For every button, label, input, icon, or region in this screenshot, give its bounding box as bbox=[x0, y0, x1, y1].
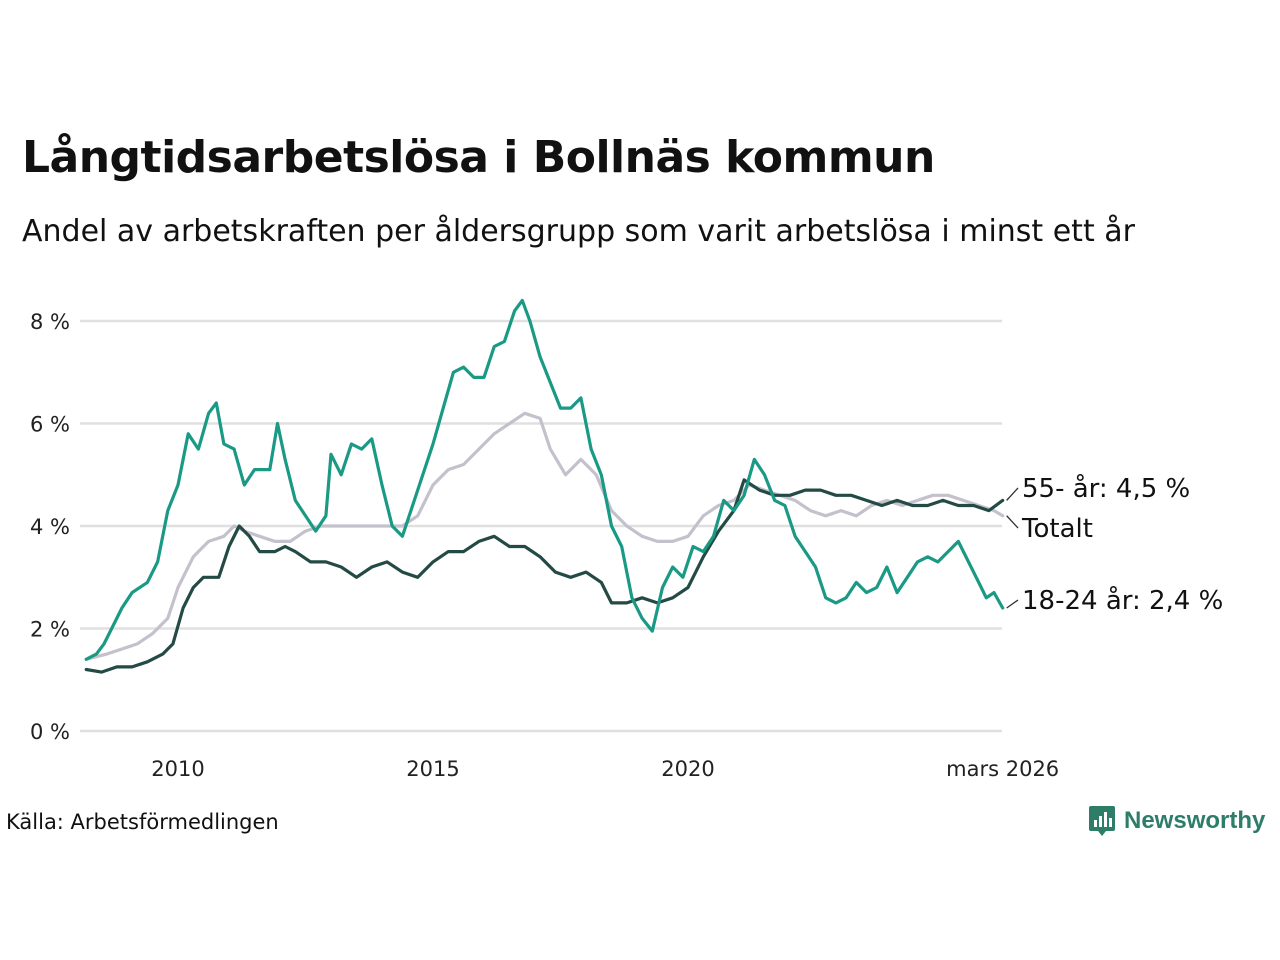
brand-logo[interactable]: Newsworthy bbox=[1088, 804, 1265, 838]
label-leader-line bbox=[1006, 487, 1019, 501]
newsworthy-logo-icon bbox=[1089, 806, 1115, 836]
y-tick-label: 0 % bbox=[30, 720, 70, 744]
label-leader-line bbox=[1006, 599, 1019, 609]
series-line-55-r bbox=[84, 478, 1005, 674]
source-note: Källa: Arbetsförmedlingen bbox=[6, 810, 279, 834]
label-leader-line bbox=[1006, 515, 1019, 529]
brand-name: Newsworthy bbox=[1124, 807, 1266, 834]
x-tick-label: mars 2026 bbox=[946, 757, 1059, 781]
x-tick-label: 2015 bbox=[406, 757, 459, 781]
y-axis-ticks: 0 % 2 % 4 % 6 % 8 % bbox=[30, 310, 70, 744]
series-line-totalt bbox=[84, 411, 1005, 661]
end-labels: Totalt 55- år: 4,5 % 18-24 år: 2,4 % bbox=[1006, 473, 1223, 616]
x-tick-label: 2010 bbox=[151, 757, 204, 781]
end-label: 18-24 år: 2,4 % bbox=[1022, 585, 1223, 616]
end-label: Totalt bbox=[1021, 514, 1093, 544]
series-lines bbox=[84, 298, 1005, 674]
gridlines bbox=[80, 319, 1002, 733]
x-axis-ticks: 2010 2015 2020 mars 2026 bbox=[151, 757, 1059, 781]
y-tick-label: 4 % bbox=[30, 515, 70, 539]
chart-title: Långtidsarbetslösa i Bollnäs kommun bbox=[22, 132, 935, 183]
series-line-18-24-r bbox=[84, 298, 1005, 661]
y-tick-label: 2 % bbox=[30, 618, 70, 642]
end-label: 55- år: 4,5 % bbox=[1022, 473, 1190, 504]
y-tick-label: 6 % bbox=[30, 413, 70, 437]
x-tick-label: 2020 bbox=[661, 757, 714, 781]
chart-subtitle: Andel av arbetskraften per åldersgrupp s… bbox=[22, 214, 1135, 249]
y-tick-label: 8 % bbox=[30, 310, 70, 334]
